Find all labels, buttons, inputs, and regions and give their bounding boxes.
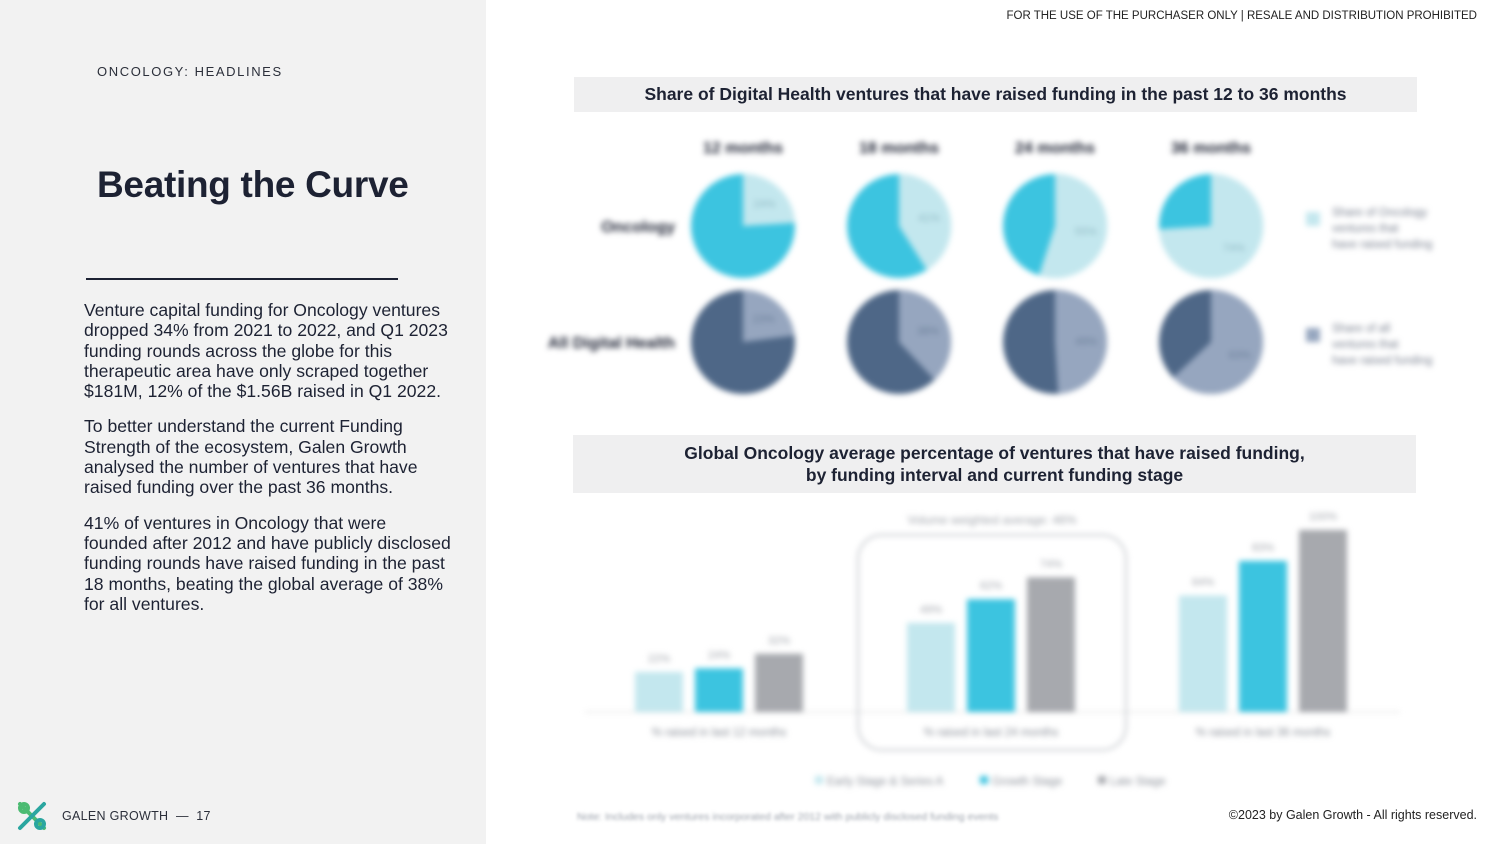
pie-slice — [899, 290, 951, 380]
footer-brand-block: GALEN GROWTH — 17 — [14, 798, 211, 834]
bar — [1239, 560, 1287, 712]
bar-category-label: % raised in last 36 months — [1196, 727, 1331, 739]
paragraph-1: Venture capital funding for Oncology ven… — [84, 300, 448, 402]
pie-slice — [1159, 174, 1263, 278]
pie-data-label: 55% — [1075, 226, 1097, 238]
bar — [907, 622, 955, 712]
title-divider — [86, 278, 398, 280]
footnote: Note: Includes only ventures incorporate… — [577, 811, 999, 823]
pie-legend-label: Share of Oncology — [1332, 207, 1428, 219]
bar-category-label: % raised in last 12 months — [652, 727, 787, 739]
bar — [1027, 577, 1075, 712]
bar-chart-title-line2: by funding interval and current funding … — [805, 465, 1184, 485]
pie-data-label: 38% — [917, 326, 939, 338]
bar-data-label: 100% — [1309, 511, 1337, 523]
bar — [967, 599, 1015, 712]
galen-growth-logo-icon — [18, 802, 46, 830]
pie-data-label: 74% — [1223, 242, 1245, 254]
pie-data-label: 41% — [918, 212, 940, 224]
bar — [1179, 595, 1227, 712]
pie-legend-swatch — [1306, 212, 1320, 226]
pie-column-label: 24 months — [1015, 140, 1095, 157]
bar-data-label: 24% — [708, 649, 730, 661]
pie-legend-swatch — [1306, 328, 1320, 342]
highlight-box — [857, 534, 1127, 751]
bar — [695, 668, 743, 712]
bar-annotation: Volume weighted average: 46% — [908, 513, 1077, 527]
pie-column-label: 18 months — [859, 140, 939, 157]
bar-data-label: 62% — [980, 580, 1002, 592]
pie-column-label: 12 months — [703, 140, 783, 157]
pie-legend-label: have raised funding — [1332, 355, 1432, 367]
bar-legend-swatch — [815, 776, 823, 784]
copyright-text: ©2023 by Galen Growth - All rights reser… — [1228, 808, 1477, 822]
page-title: Beating the Curve — [97, 164, 409, 205]
bar-data-label: 74% — [1040, 558, 1062, 570]
bar-data-label: 22% — [648, 653, 670, 665]
pie-legend-label: ventures that — [1332, 339, 1399, 351]
pie-row-label: All Digital Health — [548, 335, 675, 352]
bar-data-label: 64% — [1192, 577, 1214, 589]
left-panel: ONCOLOGY: HEADLINES Beating the Curve Ve… — [0, 0, 486, 844]
bar — [635, 671, 683, 712]
bar-legend-label: Early Stage & Series A — [827, 776, 944, 788]
pie-legend-label: Share of all — [1332, 323, 1390, 335]
bar-chart-title: Global Oncology average percentage of ve… — [573, 435, 1416, 493]
bar-chart-title-line1: Global Oncology average percentage of ve… — [684, 443, 1305, 463]
disclaimer-text: FOR THE USE OF THE PURCHASER ONLY | RESA… — [1006, 10, 1477, 22]
paragraph-2: To better understand the current Funding… — [84, 416, 418, 498]
pie-data-label: 23% — [753, 314, 775, 326]
pie-data-label: 24% — [753, 198, 775, 210]
bar-legend-label: Late Stage — [1110, 776, 1166, 788]
bar-legend-swatch — [1098, 776, 1106, 784]
pie-row-label: Oncology — [601, 219, 675, 236]
bar-legend-label: Growth Stage — [992, 776, 1062, 788]
pie-slice — [743, 174, 795, 226]
pie-legend-label: have raised funding — [1332, 239, 1432, 251]
footer-page-label: GALEN GROWTH — 17 — [62, 809, 211, 823]
bar — [1299, 530, 1347, 712]
pie-column-label: 36 months — [1171, 140, 1251, 157]
bar-category-label: % raised in last 24 months — [924, 727, 1059, 739]
pie-slice — [1038, 174, 1107, 278]
pie-chart-grid: 12 months 18 months 24 months 36 months Onco… — [500, 125, 1500, 425]
bar-legend-swatch — [980, 776, 988, 784]
bar-data-label: 83% — [1252, 542, 1274, 554]
pie-legend-label: ventures that — [1332, 223, 1399, 235]
section-label: ONCOLOGY: HEADLINES — [97, 64, 283, 79]
pie-data-label: 49% — [1075, 336, 1097, 348]
body-text: Venture capital funding for Oncology ven… — [84, 300, 454, 629]
pie-data-label: 63% — [1229, 349, 1251, 361]
pie-slice — [1173, 290, 1263, 394]
bar-chart-svg: Volume weighted average: 46% 22% 24% 32% % r… — [585, 511, 1400, 788]
pie-chart-title: Share of Digital Health ventures that ha… — [574, 77, 1417, 112]
pie-slice — [743, 290, 795, 342]
pie-chart-svg: 12 months 18 months 24 months 36 months Onco… — [548, 140, 1432, 394]
bar-data-label: 32% — [768, 635, 790, 647]
bar-chart: Volume weighted average: 46% 22% 24% 32% % r… — [560, 500, 1440, 810]
pie-slice — [899, 174, 951, 270]
paragraph-3: 41% of ventures in Oncology that were fo… — [84, 512, 451, 614]
pie-slice — [1055, 290, 1108, 394]
bar — [755, 653, 803, 712]
bar-data-label: 49% — [920, 604, 942, 616]
